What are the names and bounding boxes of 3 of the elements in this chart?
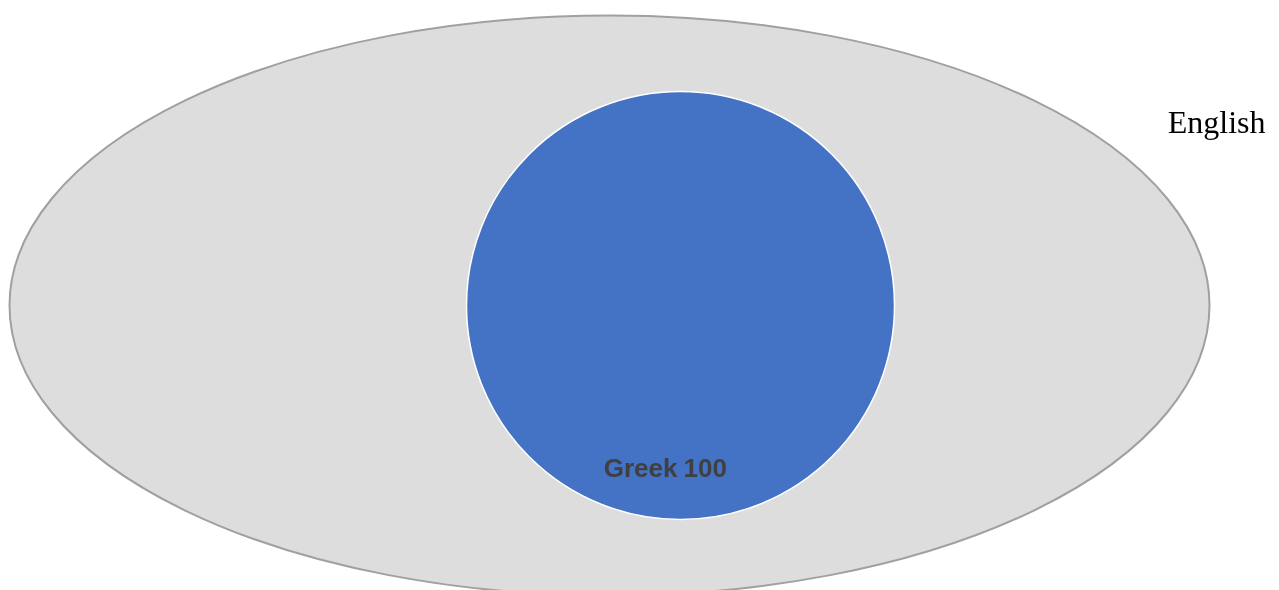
slice-label: Greek <box>603 453 679 484</box>
data-label: 100 <box>683 453 727 484</box>
text: English <box>1167 103 1266 140</box>
